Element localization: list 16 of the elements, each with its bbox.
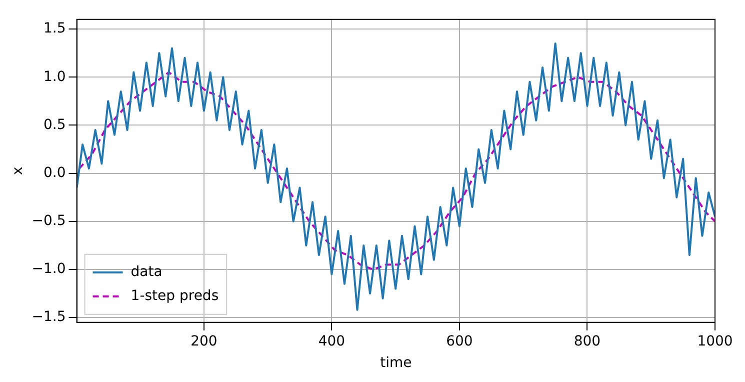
y-tick-label: 0.0 [44, 164, 66, 181]
x-tick-label: 400 [318, 333, 346, 350]
x-tick-label: 800 [574, 333, 601, 350]
x-tick-label: 600 [446, 333, 473, 350]
legend-label: data [130, 264, 162, 280]
y-tick-label: 1.5 [44, 20, 66, 37]
x-axis-title: time [380, 355, 412, 372]
y-tick-label: −0.5 [32, 213, 66, 230]
y-tick-label: −1.5 [32, 309, 66, 326]
y-tick-label: −1.0 [32, 261, 66, 278]
y-axis-title: x [10, 166, 26, 176]
legend-label: 1-step preds [130, 288, 219, 304]
x-tick-label: 1000 [697, 333, 733, 350]
y-tick-label: 1.0 [44, 68, 66, 85]
x-tick-label: 200 [190, 333, 218, 350]
y-tick-label: 0.5 [44, 116, 66, 133]
